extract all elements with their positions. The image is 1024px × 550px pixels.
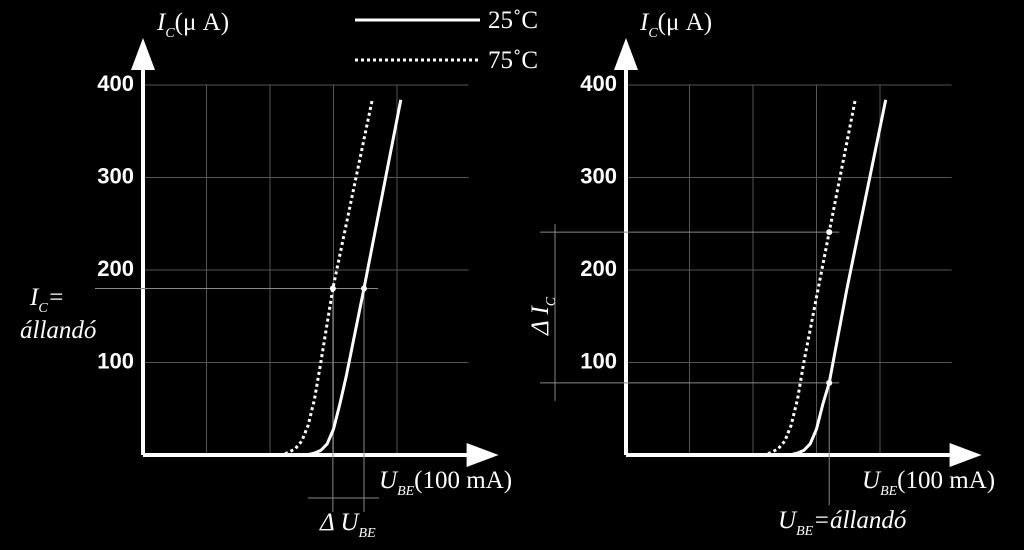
y-axis-label: IC(μ A)	[156, 9, 229, 41]
label-part: (100 mA)	[897, 467, 995, 494]
y-tick-label: 300	[580, 163, 617, 188]
y-axis-arrow	[131, 38, 155, 70]
x-axis-label: UBE(100 mA)	[379, 467, 512, 499]
curve	[273, 99, 374, 457]
label-part: BE	[397, 484, 415, 499]
delta-label: Δ UBE	[319, 509, 376, 541]
y-axis-arrow	[614, 38, 638, 70]
constant-label: állandó	[20, 317, 97, 344]
curve	[298, 99, 403, 457]
label-part: =	[48, 284, 65, 311]
x-axis-label: UBE(100 mA)	[862, 467, 995, 499]
marker	[329, 285, 336, 292]
y-tick-label: 300	[97, 163, 134, 188]
legend-label: 25˚C	[488, 7, 538, 34]
label-part: C	[38, 301, 48, 316]
marker	[826, 379, 833, 386]
label-part: =állandó	[813, 507, 907, 534]
constant-label: IC=	[29, 284, 65, 316]
delta-label: Δ IC	[527, 296, 559, 336]
unit: (100 mA)	[897, 467, 995, 494]
y-tick-label: 400	[580, 71, 617, 96]
label-part: C	[648, 26, 658, 41]
label-part: Δ I	[527, 305, 554, 336]
label-part: (μ A)	[175, 9, 229, 36]
label-part: C	[165, 26, 175, 41]
unit: (μ A)	[658, 9, 712, 36]
label-part: U	[778, 507, 798, 534]
y-tick-label: 100	[97, 348, 134, 373]
marker	[826, 229, 833, 236]
label-part: I	[639, 9, 650, 36]
label-part: U	[862, 467, 882, 494]
label-part: I	[156, 9, 167, 36]
curve	[781, 99, 888, 457]
label-part: U	[379, 467, 399, 494]
x-axis-arrow	[466, 443, 499, 467]
constant-label: UBE=állandó	[778, 507, 907, 539]
marker	[360, 285, 367, 292]
label-part: C	[544, 296, 559, 306]
curve	[756, 99, 857, 457]
x-axis-arrow	[949, 443, 982, 467]
label-part: BE	[880, 484, 898, 499]
legend-label: 75˚C	[488, 47, 538, 74]
y-tick-label: 200	[97, 256, 134, 281]
unit: (100 mA)	[414, 467, 512, 494]
label-part: Δ U	[319, 509, 360, 536]
label-part: BE	[796, 524, 814, 539]
y-tick-label: 100	[580, 348, 617, 373]
label-part: I	[29, 284, 40, 311]
y-tick-label: 200	[580, 256, 617, 281]
unit: (μ A)	[175, 9, 229, 36]
label-part: BE	[359, 526, 377, 541]
y-tick-label: 400	[97, 71, 134, 96]
label-part: (μ A)	[658, 9, 712, 36]
label-part: (100 mA)	[414, 467, 512, 494]
y-axis-label: IC(μ A)	[639, 9, 712, 41]
